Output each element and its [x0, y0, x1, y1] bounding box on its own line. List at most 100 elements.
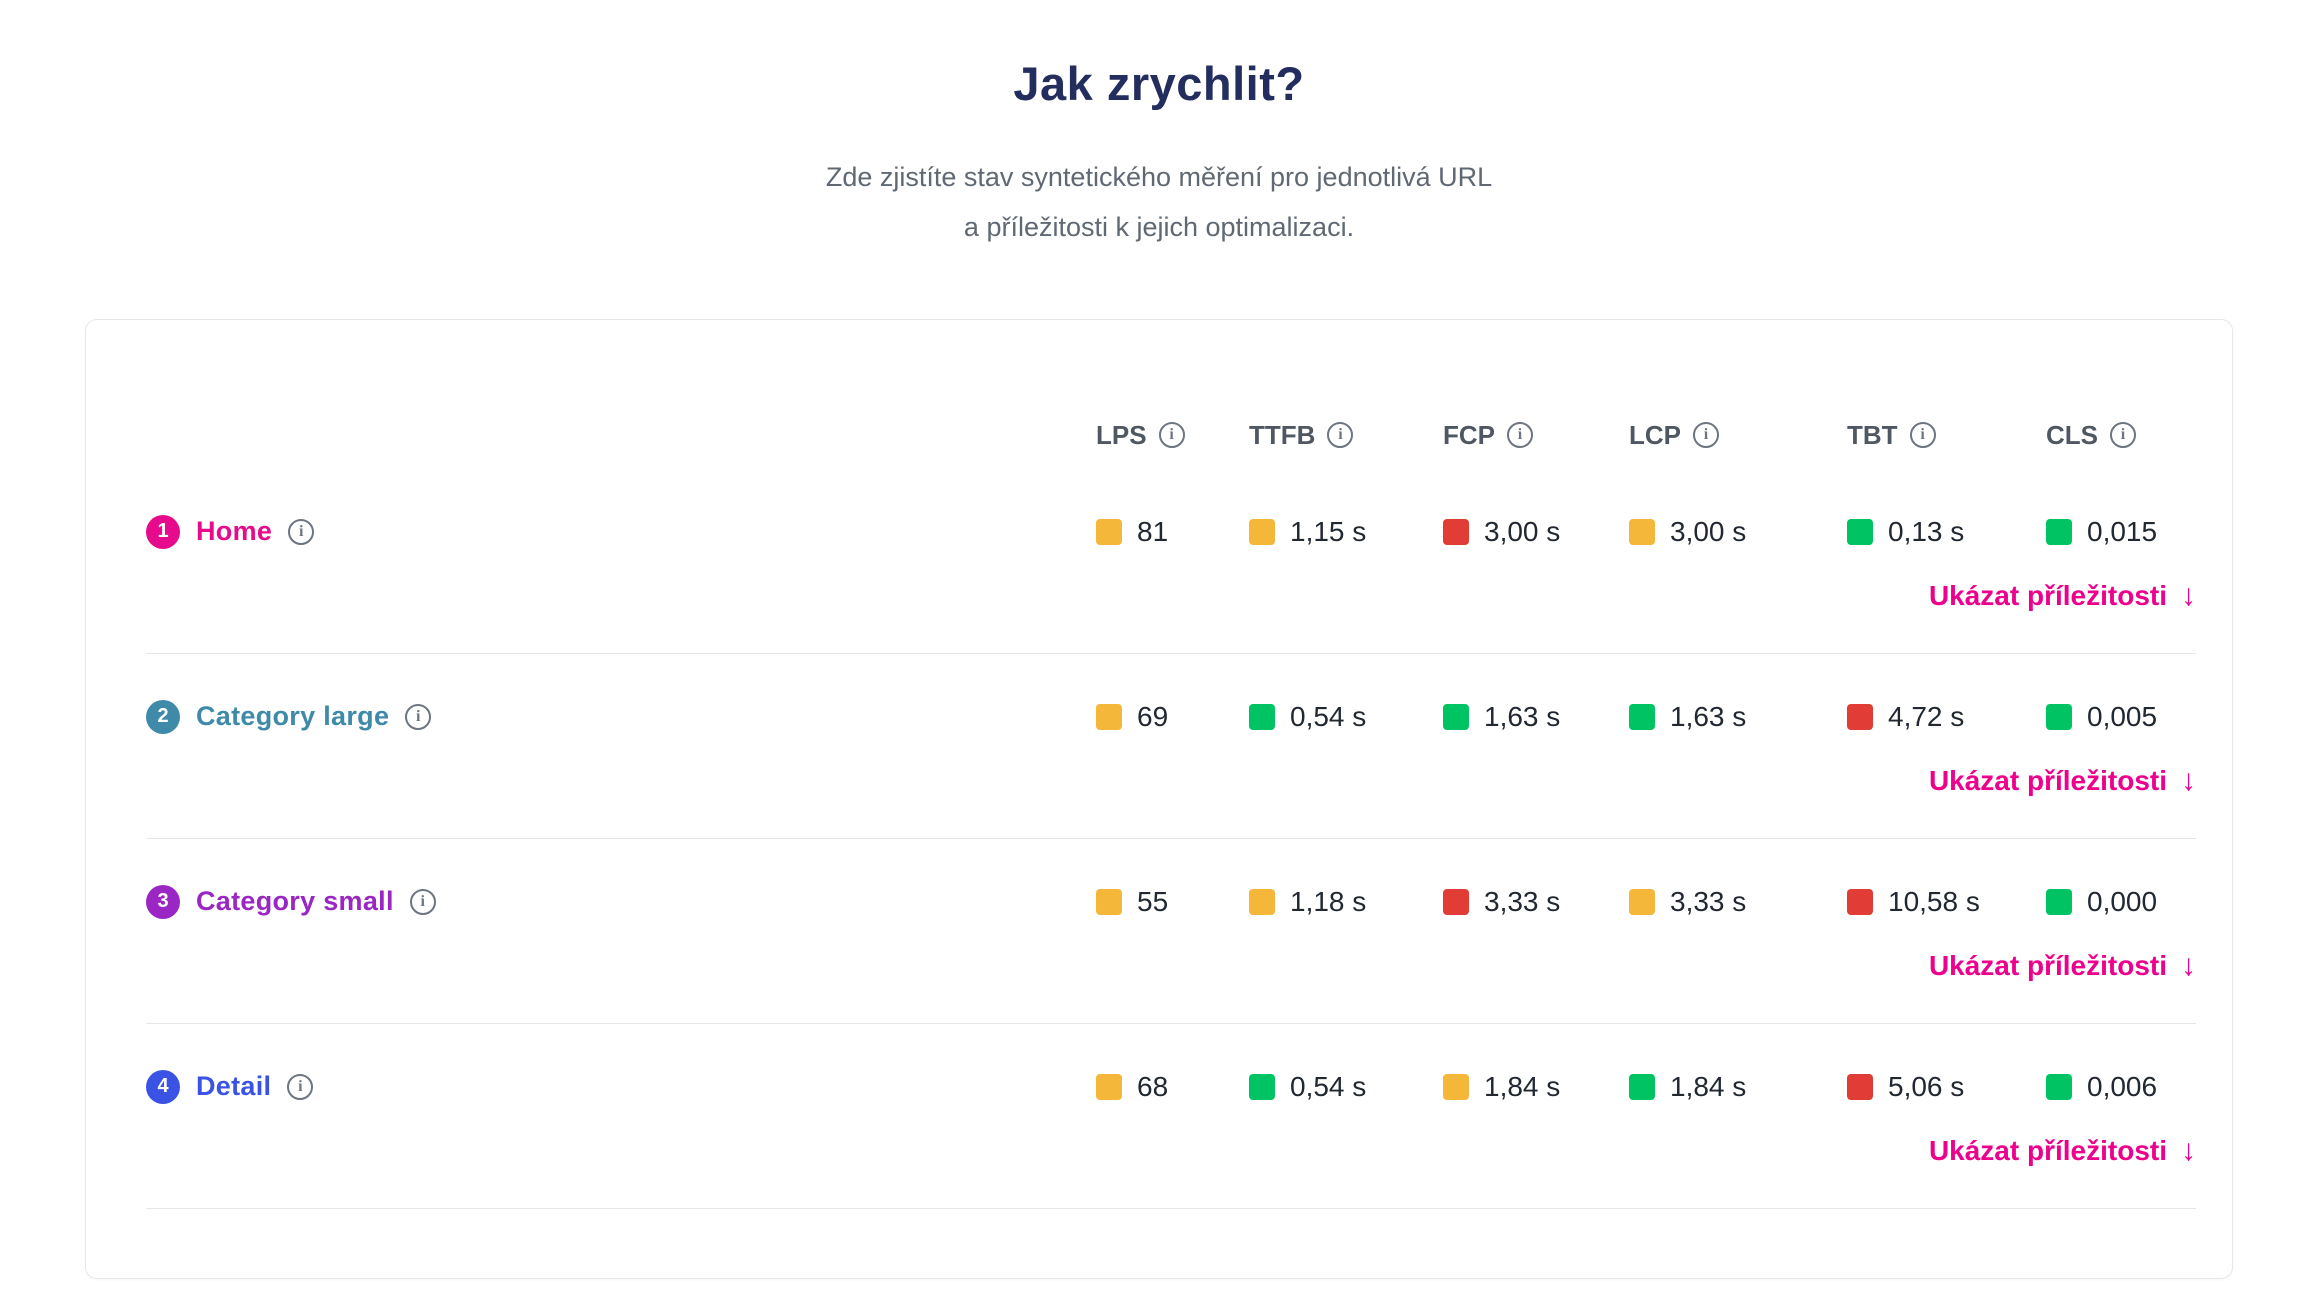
metric-lcp: 1,84 s — [1629, 1071, 1847, 1103]
status-square-icon — [1629, 703, 1655, 730]
status-square-icon — [1096, 888, 1122, 915]
metric-tbt: 0,13 s — [1847, 516, 2046, 548]
status-square-icon — [2046, 518, 2072, 545]
metric-value: 81 — [1137, 515, 1169, 547]
info-icon[interactable] — [409, 888, 436, 915]
metric-ttfb: 0,54 s — [1249, 701, 1443, 733]
metric-value: 4,72 s — [1888, 700, 1965, 732]
status-square-icon — [1443, 703, 1469, 730]
page-title: Jak zrychlit? — [1013, 57, 1305, 110]
url-row-home: 1 Home 81 1,15 s 3,00 s 3,00 s — [146, 469, 2196, 654]
info-icon[interactable] — [1327, 422, 1354, 449]
metric-value: 3,00 s — [1670, 515, 1747, 547]
metric-value: 1,15 s — [1290, 515, 1367, 547]
metric-value: 0,000 — [2087, 885, 2158, 917]
show-opportunities-link[interactable]: Ukázat příležitosti ↓ — [1929, 579, 2196, 613]
metric-value: 0,015 — [2087, 515, 2158, 547]
row-label-link[interactable]: Category large — [196, 701, 390, 732]
status-square-icon — [1249, 703, 1275, 730]
status-square-icon — [1249, 1073, 1275, 1100]
column-label: CLS — [2046, 419, 2098, 450]
column-header-lcp: LCP — [1629, 420, 1847, 451]
info-icon[interactable] — [1909, 422, 1936, 449]
status-square-icon — [1096, 703, 1122, 730]
column-label: TTFB — [1249, 419, 1316, 450]
metric-ttfb: 0,54 s — [1249, 1071, 1443, 1103]
status-square-icon — [1847, 518, 1873, 545]
arrow-down-icon: ↓ — [2181, 1133, 2196, 1167]
arrow-down-icon: ↓ — [2181, 578, 2196, 612]
metric-ttfb: 1,18 s — [1249, 886, 1443, 918]
row-number-badge: 3 — [146, 884, 180, 919]
info-icon[interactable] — [1158, 422, 1185, 449]
info-icon[interactable] — [287, 1073, 314, 1100]
status-square-icon — [1847, 888, 1873, 915]
row-label-link[interactable]: Category small — [196, 886, 394, 917]
subtitle-line-1: Zde zjistíte stav syntetického měření pr… — [825, 162, 1493, 192]
metric-lps: 81 — [1096, 516, 1249, 548]
url-row-category-small: 3 Category small 55 1,18 s 3,33 s 3,33 s — [146, 839, 2196, 1024]
row-label-link[interactable]: Detail — [196, 1071, 272, 1102]
show-opportunities-link[interactable]: Ukázat příležitosti ↓ — [1929, 764, 2196, 798]
metric-value: 1,18 s — [1290, 885, 1367, 917]
show-opportunities-label: Ukázat příležitosti — [1928, 949, 2167, 981]
row-label-cell: 2 Category large — [146, 699, 1096, 734]
status-square-icon — [1249, 888, 1275, 915]
row-label-cell: 3 Category small — [146, 884, 1096, 919]
status-square-icon — [1629, 518, 1655, 545]
metric-value: 5,06 s — [1888, 1070, 1965, 1102]
status-square-icon — [1443, 518, 1469, 545]
metric-value: 69 — [1137, 700, 1169, 732]
metric-lcp: 3,33 s — [1629, 886, 1847, 918]
metric-value: 1,84 s — [1670, 1070, 1747, 1102]
arrow-down-icon: ↓ — [2181, 948, 2196, 982]
metric-ttfb: 1,15 s — [1249, 516, 1443, 548]
status-square-icon — [2046, 1073, 2072, 1100]
metric-cls: 0,015 — [2046, 516, 2196, 548]
metric-value: 1,84 s — [1484, 1070, 1561, 1102]
metric-value: 55 — [1137, 885, 1169, 917]
info-icon[interactable] — [1693, 422, 1719, 449]
info-icon[interactable] — [2110, 422, 2136, 449]
info-icon[interactable] — [405, 703, 432, 730]
metric-lps: 68 — [1096, 1071, 1249, 1103]
metric-value: 1,63 s — [1484, 700, 1561, 732]
column-label: FCP — [1443, 419, 1495, 450]
show-opportunities-label: Ukázat příležitosti — [1928, 764, 2167, 796]
metric-value: 3,33 s — [1670, 885, 1747, 917]
metric-value: 3,33 s — [1484, 885, 1561, 917]
status-square-icon — [1847, 1073, 1873, 1100]
metric-value: 68 — [1137, 1070, 1169, 1102]
row-number-badge: 2 — [146, 699, 180, 734]
metric-value: 0,54 s — [1290, 700, 1367, 732]
show-opportunities-link[interactable]: Ukázat příležitosti ↓ — [1929, 1134, 2196, 1168]
metric-lcp: 1,63 s — [1629, 701, 1847, 733]
url-row-category-large: 2 Category large 69 0,54 s 1,63 s 1,63 s — [146, 654, 2196, 839]
metric-cls: 0,000 — [2046, 886, 2196, 918]
info-icon[interactable] — [288, 518, 315, 545]
column-header-cls: CLS — [2046, 420, 2196, 451]
row-label-link[interactable]: Home — [196, 516, 273, 547]
row-label-cell: 4 Detail — [146, 1069, 1096, 1104]
column-label: LPS — [1096, 419, 1147, 450]
column-header-ttfb: TTFB — [1249, 420, 1443, 451]
info-icon[interactable] — [1507, 422, 1533, 449]
metric-value: 0,005 — [2087, 700, 2158, 732]
metric-fcp: 3,33 s — [1443, 886, 1629, 918]
metric-value: 1,63 s — [1670, 700, 1747, 732]
status-square-icon — [1629, 888, 1655, 915]
status-square-icon — [2046, 703, 2072, 730]
metric-lcp: 3,00 s — [1629, 516, 1847, 548]
status-square-icon — [1443, 888, 1469, 915]
metric-fcp: 1,63 s — [1443, 701, 1629, 733]
show-opportunities-link[interactable]: Ukázat příležitosti ↓ — [1929, 949, 2196, 983]
subtitle-line-2: a příležitosti k jejich optimalizaci. — [963, 211, 1355, 242]
table-header-row: LPS TTFB FCP LCP TBT CLS — [146, 420, 2196, 451]
metric-value: 0,13 s — [1888, 515, 1965, 547]
metric-fcp: 1,84 s — [1443, 1071, 1629, 1103]
metric-value: 3,00 s — [1484, 515, 1561, 547]
column-header-fcp: FCP — [1443, 420, 1629, 451]
status-square-icon — [1249, 518, 1275, 545]
show-opportunities-label: Ukázat příležitosti — [1928, 1134, 2167, 1166]
status-square-icon — [2046, 888, 2072, 915]
